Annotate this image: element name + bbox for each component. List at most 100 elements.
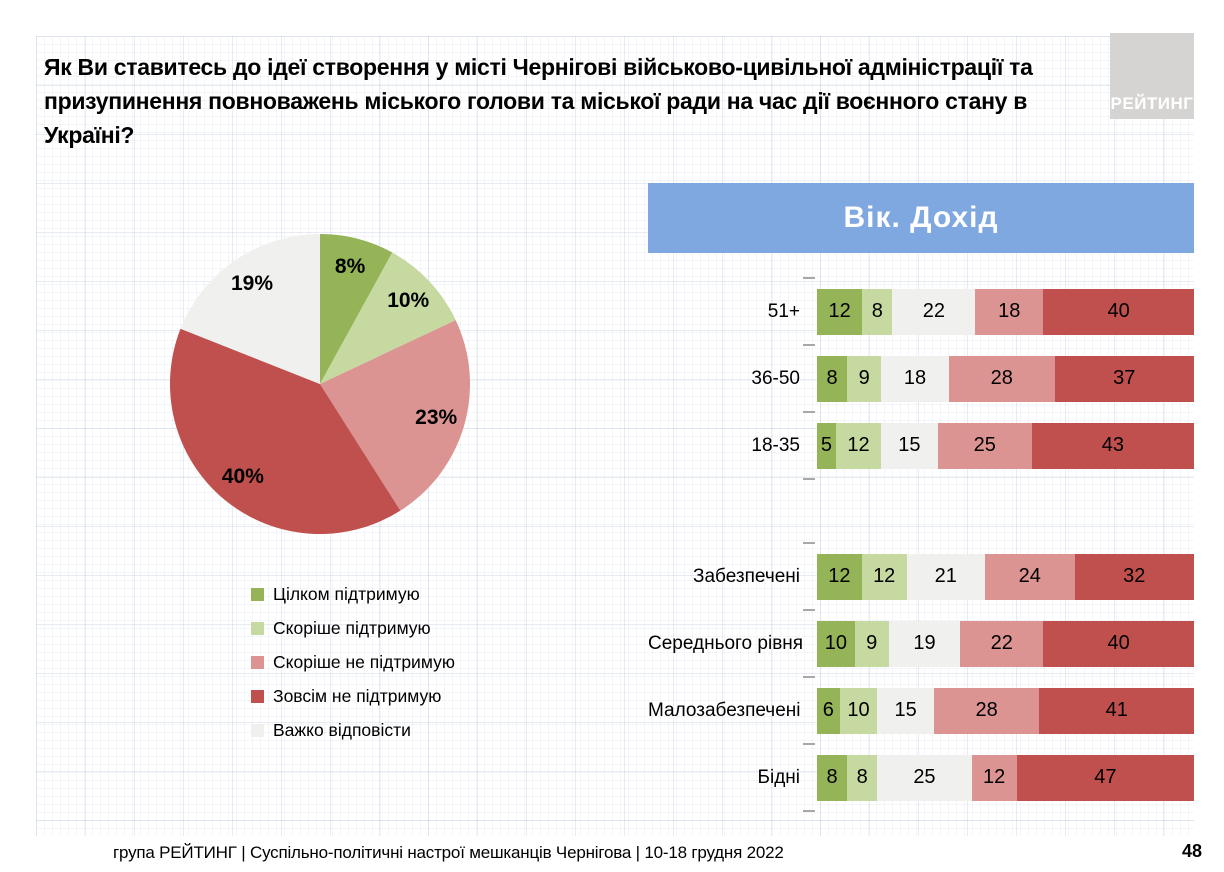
axis-tick: [803, 743, 815, 745]
bar-row: Забезпечені 12 12 21 24 32: [648, 543, 1195, 610]
bar-segment: 32: [1074, 553, 1195, 600]
legend-label: Важко відповісти: [273, 719, 411, 740]
bar-row-label: 36-50: [751, 367, 800, 389]
legend-label: Скоріше не підтримую: [273, 651, 455, 672]
pie-value-label-3: 40%: [221, 465, 264, 489]
bar-segment: 25: [877, 754, 972, 801]
legend-item-1: Скоріше підтримую: [251, 611, 455, 645]
bar-track: 6 10 15 28 41: [817, 687, 1194, 734]
legend-label: Зовсім не підтримую: [273, 685, 442, 706]
legend-item-4: Важко відповісти: [251, 713, 455, 747]
bar-row: Малозабезпечені 6 10 15 28 41: [648, 677, 1194, 744]
bar-segment: 28: [933, 687, 1040, 734]
axis-tick: [803, 609, 815, 611]
bar-segment: 9: [847, 355, 882, 402]
pie-chart: 8% 10% 23% 40% 19%: [170, 234, 470, 534]
legend-swatch-icon: [251, 621, 264, 635]
legend-item-0: Цілком підтримую: [251, 577, 455, 611]
bar-segment: 8: [817, 754, 848, 801]
axis-tick: [803, 344, 815, 346]
pie-value-label-0: 8%: [334, 254, 366, 278]
bar-segment: 22: [960, 620, 1044, 667]
bar-row: 36-50 8 9 18 28 37: [648, 345, 1194, 412]
bar-segment: 5: [817, 422, 836, 469]
bar-segment: 43: [1031, 422, 1194, 469]
pie-legend: Цілком підтримую Скоріше підтримую Скоріше…: [251, 577, 455, 747]
axis-tick: [803, 411, 815, 413]
pie-slice-1: [320, 252, 456, 384]
pie-slice-4: [180, 234, 320, 384]
bar-track: 10 9 19 22 40: [817, 620, 1194, 667]
pie-slice-2: [320, 320, 470, 511]
bar-segment: 25: [937, 422, 1032, 469]
bar-track: 5 12 15 25 43: [817, 422, 1194, 469]
pie-value-label-4: 19%: [230, 271, 273, 295]
bar-segment: 18: [881, 355, 949, 402]
pie-value-label-2: 23%: [415, 405, 458, 429]
legend-item-2: Скоріше не підтримую: [251, 645, 455, 679]
footer-source: група РЕЙТИНГ | Суспільно-політичні наст…: [113, 843, 784, 862]
bar-segment: 12: [835, 422, 882, 469]
bar-segment: 40: [1043, 288, 1194, 335]
bar-segment: 28: [948, 355, 1055, 402]
bar-group-age: 51+ 12 8 22 18 40 36-50 8 9 18 28 37 18-35 5 12 15 25 43: [648, 277, 1194, 480]
bar-segment: 10: [839, 687, 878, 734]
bar-segment: 40: [1043, 620, 1194, 667]
axis-tick: [803, 542, 815, 544]
bar-segment: 15: [877, 687, 934, 734]
bar-row: 51+ 12 8 22 18 40: [648, 278, 1194, 345]
bar-row-label: Малозабезпечені: [648, 699, 801, 721]
bar-segment: 47: [1016, 754, 1194, 801]
axis-tick: [803, 478, 815, 480]
bar-segment: 21: [906, 553, 985, 600]
bar-segment: 6: [817, 687, 840, 734]
bar-track: 8 9 18 28 37: [817, 355, 1194, 402]
bar-segment: 8: [817, 355, 848, 402]
bar-row: 18-35 5 12 15 25 43: [648, 412, 1194, 479]
bar-segment: 12: [817, 553, 862, 600]
bar-row-label: Забезпечені: [693, 565, 800, 587]
stacked-bar-charts: 51+ 12 8 22 18 40 36-50 8 9 18 28 37 18-35 5 12 15 25 43 З…: [648, 277, 1195, 812]
bar-segment: 18: [975, 288, 1044, 335]
rating-logo: РЕЙТИНГ: [1110, 33, 1194, 119]
page-number: 48: [1182, 841, 1203, 861]
bar-segment: 22: [892, 288, 976, 335]
bar-track: 12 12 21 24 32: [817, 553, 1195, 600]
legend-label: Цілком підтримую: [273, 583, 420, 604]
pie-slice-3: [170, 328, 401, 534]
slide-title: Як Ви ставитесь до ідеї створення у міст…: [44, 54, 1033, 148]
bar-segment: 12: [971, 754, 1017, 801]
axis-tick: [803, 810, 815, 812]
legend-swatch-icon: [251, 587, 264, 601]
bar-track: 8 8 25 12 47: [817, 754, 1194, 801]
panel-header: Вік. Дохід: [648, 183, 1194, 253]
legend-label: Скоріше підтримую: [273, 617, 431, 638]
bar-row-label: Середнього рівня: [648, 632, 804, 654]
bar-row: Бідні 8 8 25 12 47: [648, 744, 1194, 811]
bar-segment: 19: [888, 620, 961, 667]
bar-row-label: Бідні: [757, 766, 801, 788]
bar-segment: 8: [862, 288, 893, 335]
bar-segment: 37: [1054, 355, 1194, 402]
rating-logo-text: РЕЙТИНГ: [1110, 94, 1194, 113]
bar-segment: 10: [817, 620, 855, 667]
bar-segment: 15: [881, 422, 938, 469]
bar-segment: 41: [1039, 687, 1194, 734]
legend-swatch-icon: [251, 689, 264, 703]
bar-row: Середнього рівня 10 9 19 22 40: [648, 610, 1194, 677]
bar-segment: 9: [854, 620, 889, 667]
legend-swatch-icon: [251, 655, 264, 669]
bar-group-income: Забезпечені 12 12 21 24 32 Середнього рівня 10 9…: [648, 542, 1195, 812]
bar-segment: 12: [817, 288, 863, 335]
legend-item-3: Зовсім не підтримую: [251, 679, 455, 713]
pie-slice-0: [320, 234, 393, 384]
bar-track: 12 8 22 18 40: [817, 288, 1194, 335]
pie-value-label-1: 10%: [387, 289, 430, 313]
bar-row-label: 18-35: [751, 434, 800, 456]
bar-segment: 12: [861, 553, 907, 600]
axis-tick: [803, 676, 815, 678]
bar-segment: 24: [984, 553, 1075, 600]
pie-chart-svg: [170, 234, 470, 534]
axis-tick: [803, 277, 815, 279]
bar-row-label: 51+: [767, 300, 800, 322]
